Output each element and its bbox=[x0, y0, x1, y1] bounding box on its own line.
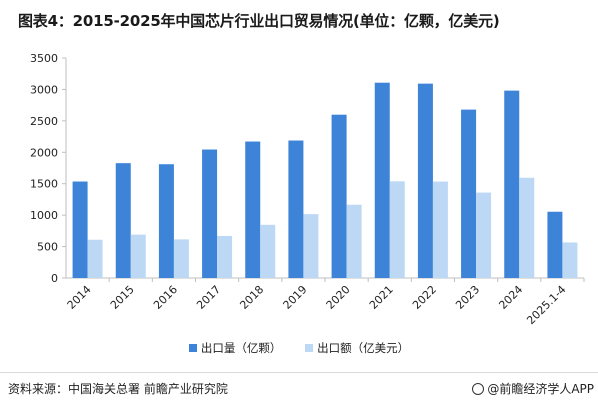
chart-title: 图表4：2015-2025年中国芯片行业出口贸易情况(单位：亿颗，亿美元) bbox=[18, 12, 500, 30]
bar-series-2 bbox=[519, 177, 535, 278]
y-tick-label: 3500 bbox=[30, 52, 58, 65]
x-tick-label: 2025.1-4 bbox=[524, 283, 568, 327]
brand-credit-text: @前瞻经济学人APP bbox=[487, 382, 594, 396]
y-tick-label: 2500 bbox=[30, 115, 58, 128]
x-tick-labels: 2014 2015 2016 2017 2018 2019 2020 2021 2022 2023… bbox=[65, 278, 585, 327]
bar-series-2 bbox=[476, 192, 492, 278]
bar-series-1 bbox=[158, 164, 174, 278]
legend: 出口量（亿颗） 出口额（亿美元） bbox=[0, 340, 598, 356]
brand-credit: @前瞻经济学人APP bbox=[472, 380, 594, 397]
bar-series-2 bbox=[303, 214, 319, 278]
source-note: 资料来源：中国海关总署 前瞻产业研究院 bbox=[8, 382, 228, 396]
y-tick-label: 0 bbox=[51, 272, 58, 285]
x-tick-label: 2018 bbox=[237, 283, 266, 312]
bars bbox=[72, 82, 578, 279]
legend-swatch-series-1 bbox=[188, 344, 197, 352]
brand-logo-icon bbox=[472, 383, 485, 395]
legend-item-series-2: 出口额（亿美元） bbox=[305, 340, 409, 356]
bar-series-2 bbox=[389, 181, 405, 278]
x-tick-label: 2024 bbox=[496, 283, 525, 312]
bar-series-2 bbox=[562, 242, 578, 278]
legend-label-series-2: 出口额（亿美元） bbox=[317, 341, 410, 355]
bar-chart: 2014 2015 2016 2017 2018 2019 2020 2021 2022 2023… bbox=[30, 52, 585, 327]
bar-series-2 bbox=[432, 181, 448, 278]
bar-series-1 bbox=[547, 211, 563, 278]
x-tick-label: 2019 bbox=[281, 283, 310, 312]
bar-series-1 bbox=[202, 149, 218, 278]
y-tick-label: 2000 bbox=[30, 146, 58, 159]
x-tick-label: 2022 bbox=[410, 283, 439, 312]
bar-series-2 bbox=[346, 204, 362, 278]
bar-series-1 bbox=[331, 114, 347, 278]
x-tick-label: 2016 bbox=[151, 283, 180, 312]
x-tick-label: 2015 bbox=[108, 283, 137, 312]
legend-swatch-series-2 bbox=[305, 344, 314, 352]
y-tick-labels: 0 500 1000 1500 2000 2500 3000 3500 bbox=[30, 52, 66, 285]
bar-series-1 bbox=[504, 90, 520, 278]
footer: 资料来源：中国海关总署 前瞻产业研究院 @前瞻经济学人APP bbox=[0, 372, 598, 409]
y-tick-label: 3000 bbox=[30, 83, 58, 96]
x-tick-label: 2023 bbox=[453, 283, 482, 312]
y-tick-label: 1000 bbox=[30, 209, 58, 222]
x-tick-label: 2020 bbox=[324, 283, 353, 312]
bar-series-1 bbox=[72, 181, 88, 278]
x-tick-label: 2014 bbox=[65, 283, 94, 312]
x-tick-label: 2017 bbox=[194, 283, 223, 312]
bar-series-1 bbox=[461, 109, 477, 278]
bar-series-2 bbox=[260, 224, 276, 278]
bar-series-1 bbox=[417, 83, 433, 278]
footer-divider bbox=[0, 372, 598, 373]
x-tick-label: 2021 bbox=[367, 283, 396, 312]
y-tick-label: 1500 bbox=[30, 178, 58, 191]
bar-series-1 bbox=[374, 82, 390, 279]
y-tick-label: 500 bbox=[37, 241, 58, 254]
bar-series-1 bbox=[245, 141, 261, 278]
bar-series-2 bbox=[87, 239, 103, 278]
bar-series-2 bbox=[130, 234, 146, 278]
legend-label-series-1: 出口量（亿颗） bbox=[200, 341, 282, 355]
legend-item-series-1: 出口量（亿颗） bbox=[188, 340, 282, 356]
bar-series-1 bbox=[288, 140, 304, 278]
bar-series-1 bbox=[115, 163, 131, 278]
bar-series-2 bbox=[173, 239, 189, 278]
bar-series-2 bbox=[217, 235, 233, 278]
